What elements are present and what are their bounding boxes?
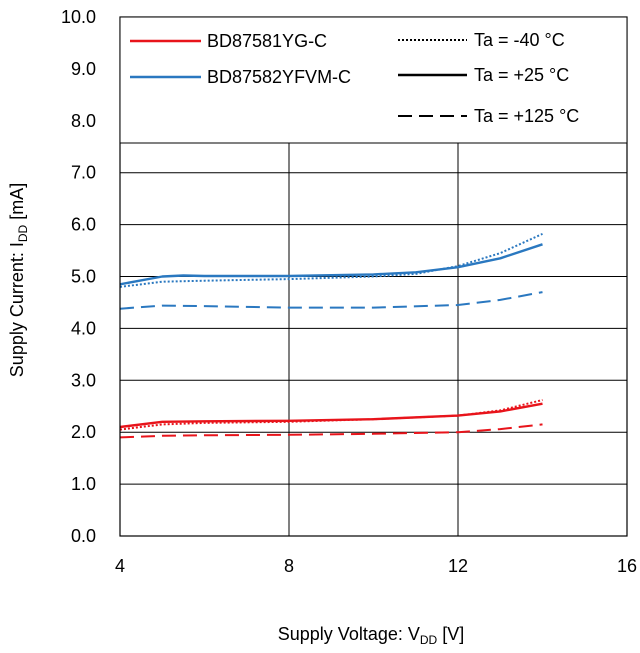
x-tick-label: 8 bbox=[284, 556, 294, 576]
y-tick-label: 8.0 bbox=[71, 111, 96, 131]
y-tick-label: 7.0 bbox=[71, 163, 96, 183]
series-line bbox=[119, 402, 543, 429]
tick-labels: 0.0 1.0 2.0 3.0 4.0 5.0 6.0 7.0 8.0 9.0 10.0 4 8 12 16 bbox=[61, 7, 637, 576]
y-tick-label: 5.0 bbox=[71, 267, 96, 287]
legend-label: BD87582YFVM-C bbox=[207, 67, 351, 87]
legend-label: Ta = +25 °C bbox=[474, 65, 569, 85]
x-tick-label: 4 bbox=[115, 556, 125, 576]
legend-label: Ta = +125 °C bbox=[474, 106, 579, 126]
legend: BD87581YG-C BD87582YFVM-C Ta = -40 °C Ta = … bbox=[119, 16, 628, 144]
x-axis-title: Supply Voltage: VDD [V] bbox=[278, 624, 464, 647]
legend-label: Ta = -40 °C bbox=[474, 30, 565, 50]
y-tick-label: 9.0 bbox=[71, 59, 96, 79]
legend-label: BD87581YG-C bbox=[207, 31, 327, 51]
series-line bbox=[119, 423, 543, 439]
series-line bbox=[119, 232, 543, 288]
y-tick-label: 10.0 bbox=[61, 7, 96, 27]
series-layer bbox=[119, 16, 628, 537]
series-line bbox=[119, 399, 543, 431]
series-line bbox=[119, 243, 543, 286]
y-tick-label: 4.0 bbox=[71, 318, 96, 338]
y-axis-title: Supply Current: IDD [mA] bbox=[7, 183, 30, 377]
y-tick-label: 3.0 bbox=[71, 370, 96, 390]
x-tick-label: 12 bbox=[448, 556, 468, 576]
y-tick-label: 6.0 bbox=[71, 215, 96, 235]
y-tick-label: 0.0 bbox=[71, 526, 96, 546]
y-tick-label: 2.0 bbox=[71, 422, 96, 442]
legend-box bbox=[119, 16, 628, 144]
y-tick-label: 1.0 bbox=[71, 474, 96, 494]
x-tick-label: 16 bbox=[617, 556, 637, 576]
series-line bbox=[119, 291, 543, 310]
